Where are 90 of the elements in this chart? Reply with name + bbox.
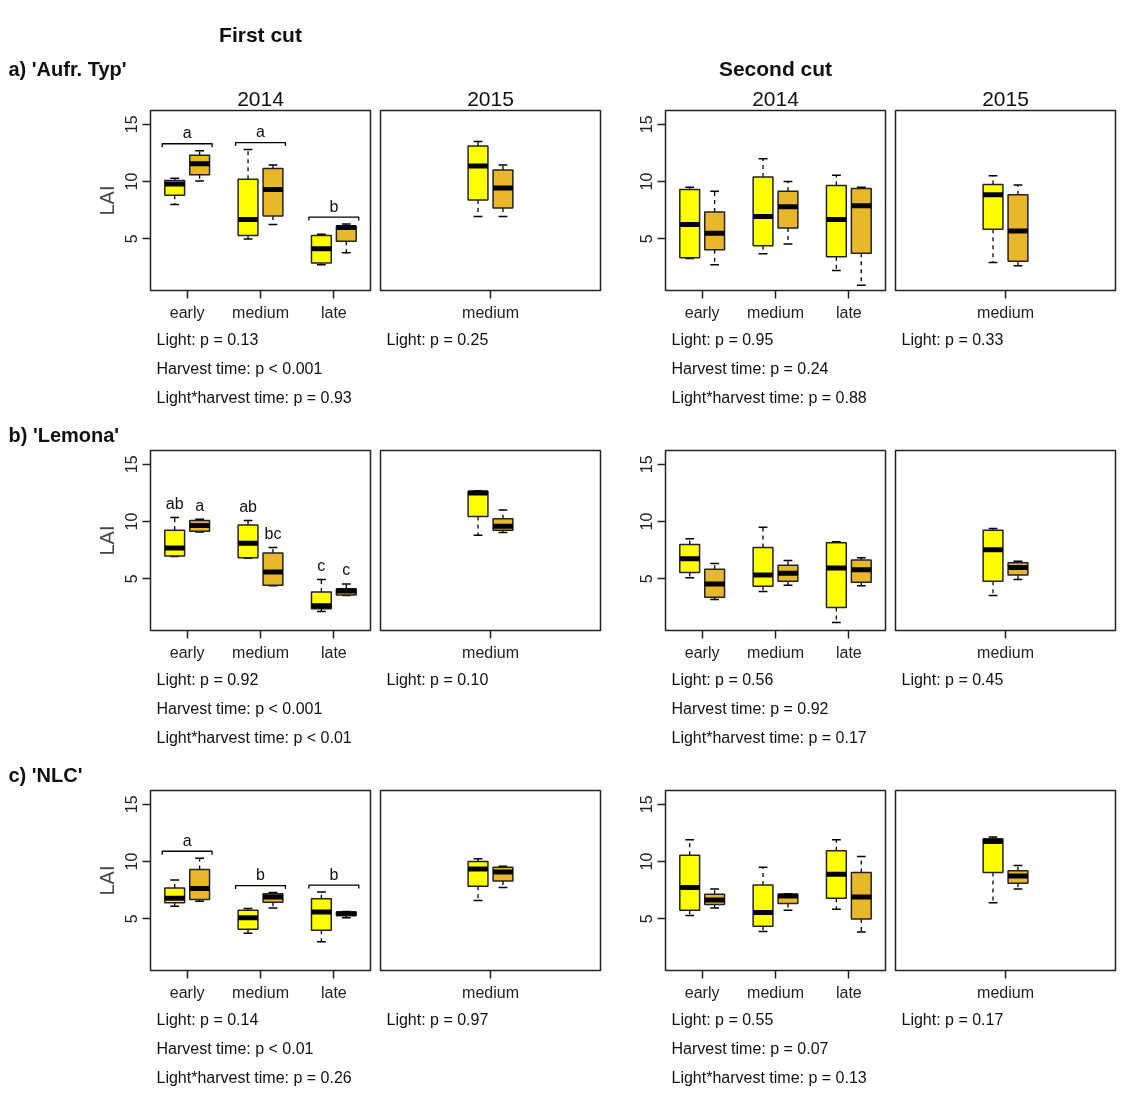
text: Light*harvest time: p = 0.88 (671, 388, 867, 406)
x-tick-label: medium (462, 643, 519, 661)
y-tick-label: 10 (123, 172, 141, 191)
x-tick-label: medium (977, 983, 1034, 1001)
text: Harvest time: p = 0.07 (671, 1039, 829, 1057)
y-tick-label: 5 (638, 234, 656, 244)
text: a) 'Aufr. Typ' (8, 57, 127, 80)
x-tick-label: medium (232, 983, 289, 1001)
x-tick-label: medium (977, 643, 1034, 661)
chart-subtitle: First cut (219, 22, 302, 46)
text: Harvest time: p < 0.01 (156, 1039, 314, 1057)
annotation: b (329, 197, 339, 215)
y-tick-label: 5 (638, 914, 656, 924)
annotation: c (317, 556, 326, 574)
text: Light: p = 0.55 (671, 1010, 774, 1028)
annotation: b (256, 866, 266, 884)
text: Harvest time: p = 0.24 (671, 359, 829, 377)
text: Light: p = 0.25 (386, 330, 489, 348)
x-tick-label: medium (232, 643, 289, 661)
text: Light*harvest time: p = 0.26 (156, 1068, 352, 1086)
y-tick-label: 10 (123, 512, 141, 531)
annotation: b (329, 865, 339, 883)
y-tick-label: 5 (123, 574, 141, 584)
x-tick-label: medium (232, 303, 289, 321)
x-tick-label: late (835, 643, 862, 661)
x-tick-label: late (835, 983, 862, 1001)
chart-title: 2014 (237, 86, 285, 110)
annotation: ab (165, 494, 184, 512)
text: Light*harvest time: p = 0.13 (671, 1068, 867, 1086)
text: Light*harvest time: p < 0.01 (156, 728, 352, 746)
text: Light: p = 0.97 (386, 1010, 489, 1028)
y-tick-label: 15 (123, 455, 141, 474)
y-axis-title: LAI (95, 865, 118, 896)
x-tick-label: medium (747, 303, 804, 321)
text: Light*harvest time: p = 0.17 (671, 728, 867, 746)
annotation: ab (239, 497, 258, 515)
chart-subtitle: Second cut (718, 56, 833, 80)
text: Harvest time: p = 0.92 (671, 699, 829, 717)
x-tick-label: late (320, 303, 347, 321)
text: Light: p = 0.45 (901, 670, 1004, 688)
y-tick-label: 10 (638, 172, 656, 191)
text: Light: p = 0.95 (671, 330, 774, 348)
x-tick-label: late (835, 303, 862, 321)
text: Light: p = 0.92 (156, 670, 259, 688)
text: Light: p = 0.10 (386, 670, 489, 688)
annotation: a (182, 124, 192, 142)
x-tick-label: medium (462, 303, 519, 321)
y-tick-label: 15 (638, 455, 656, 474)
x-tick-label: early (169, 983, 205, 1001)
y-tick-label: 10 (638, 852, 656, 871)
text: Light: p = 0.33 (901, 330, 1004, 348)
text: c) 'NLC' (8, 763, 83, 786)
y-tick-label: 15 (123, 115, 141, 134)
x-tick-label: medium (977, 303, 1034, 321)
x-tick-label: early (169, 303, 205, 321)
y-tick-label: 5 (123, 234, 141, 244)
y-tick-label: 5 (638, 574, 656, 584)
x-tick-label: early (684, 303, 720, 321)
text: Light*harvest time: p = 0.93 (156, 388, 352, 406)
text: Harvest time: p < 0.001 (156, 359, 323, 377)
annotation: a (256, 123, 266, 141)
chart-title: 2015 (467, 86, 514, 110)
x-tick-label: medium (747, 643, 804, 661)
y-tick-label: 15 (123, 795, 141, 814)
x-tick-label: medium (462, 983, 519, 1001)
annotation: bc (264, 524, 282, 542)
text: b) 'Lemona' (8, 423, 120, 446)
y-tick-label: 10 (638, 512, 656, 531)
text: Light: p = 0.56 (671, 670, 774, 688)
x-tick-label: early (169, 643, 205, 661)
y-tick-label: 10 (123, 852, 141, 871)
y-tick-label: 5 (123, 914, 141, 924)
text: Light: p = 0.17 (901, 1010, 1004, 1028)
text: Harvest time: p < 0.001 (156, 699, 323, 717)
text: Light: p = 0.13 (156, 330, 259, 348)
chart-title: 2015 (982, 86, 1029, 110)
y-axis-title: LAI (95, 525, 118, 556)
x-tick-label: early (684, 983, 720, 1001)
annotation: c (342, 561, 351, 579)
x-tick-label: late (320, 983, 347, 1001)
x-tick-label: medium (747, 983, 804, 1001)
chart-title: 2014 (752, 86, 800, 110)
y-axis-title: LAI (95, 185, 118, 216)
annotation: a (182, 831, 192, 849)
text: Light: p = 0.14 (156, 1010, 259, 1028)
annotation: a (195, 496, 205, 514)
y-tick-label: 15 (638, 795, 656, 814)
y-tick-label: 15 (638, 115, 656, 134)
x-tick-label: early (684, 643, 720, 661)
x-tick-label: late (320, 643, 347, 661)
